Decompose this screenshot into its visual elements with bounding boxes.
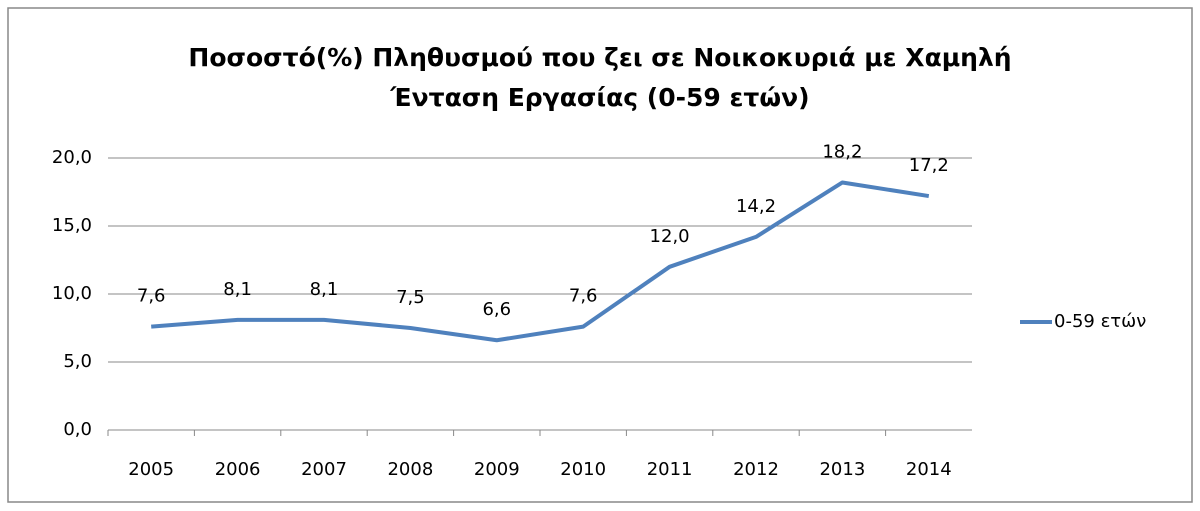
y-tick-label: 20,0	[52, 147, 92, 168]
data-label: 18,2	[822, 141, 862, 162]
data-label: 12,0	[650, 226, 690, 247]
x-tick-label: 2006	[215, 459, 261, 480]
y-tick-label: 5,0	[63, 351, 92, 372]
series-line	[151, 180, 930, 343]
x-tick-label: 2014	[906, 459, 952, 480]
x-tick-label: 2007	[301, 459, 347, 480]
x-tick-label: 2009	[474, 459, 520, 480]
data-label: 17,2	[909, 155, 949, 176]
x-tick-label: 2010	[560, 459, 606, 480]
y-tick-label: 15,0	[52, 215, 92, 236]
x-tick-label: 2012	[733, 459, 779, 480]
legend-label: 0-59 ετών	[1054, 311, 1146, 332]
x-tick-label: 2011	[647, 459, 693, 480]
x-tick-label: 2005	[128, 459, 174, 480]
chart-title: Ποσοστό(%) Πληθυσμού που ζει σε Νοικοκυρ…	[188, 43, 1012, 112]
data-label: 7,6	[137, 286, 166, 307]
y-tick-label: 0,0	[63, 419, 92, 440]
chart-border	[7, 7, 1193, 503]
y-tick-label: 10,0	[52, 283, 92, 304]
data-label: 8,1	[223, 279, 252, 300]
data-label: 8,1	[310, 279, 339, 300]
data-label: 7,5	[396, 287, 425, 308]
data-label: 14,2	[736, 196, 776, 217]
x-tick-label: 2013	[819, 459, 865, 480]
data-label: 7,6	[569, 286, 598, 307]
data-label: 6,6	[482, 299, 511, 320]
x-tick-label: 2008	[387, 459, 433, 480]
